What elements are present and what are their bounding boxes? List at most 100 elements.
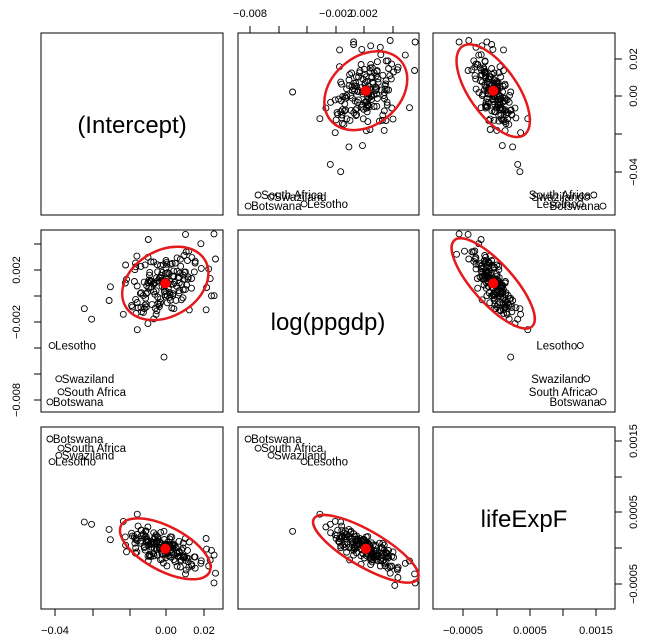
data-point <box>137 262 145 270</box>
data-point <box>210 579 218 587</box>
point-label: South Africa <box>261 190 324 202</box>
data-point <box>142 303 150 311</box>
data-point <box>495 100 502 108</box>
point-label: Swaziland <box>62 374 114 386</box>
data-point <box>376 539 383 547</box>
data-point <box>488 107 496 115</box>
data-point <box>188 275 196 282</box>
data-point <box>367 42 375 50</box>
data-point-lesotho <box>48 342 56 350</box>
tick-label: 0.02 <box>193 625 214 637</box>
data-point <box>350 38 358 46</box>
data-point <box>495 266 503 274</box>
tick-label: 0.002 <box>350 8 378 20</box>
data-point <box>388 552 396 560</box>
tick-label: 0.0005 <box>628 495 640 529</box>
data-point <box>179 294 187 302</box>
data-point <box>472 254 480 262</box>
data-point <box>341 543 349 551</box>
data-point <box>105 525 113 533</box>
data-point <box>373 58 381 66</box>
confidence-ellipse <box>118 517 212 581</box>
data-point <box>495 262 503 270</box>
data-point <box>157 261 164 269</box>
data-point <box>338 120 346 128</box>
axis-bottom-intercept: −0.04 0.00 0.02 <box>41 608 215 637</box>
data-point-botswana <box>46 398 54 406</box>
data-point-south-africa <box>590 191 598 199</box>
data-point <box>160 527 168 535</box>
data-point <box>212 255 219 263</box>
data-point <box>150 552 158 560</box>
axis-top-ppgdp: −0.008 −0.002 0.002 <box>233 8 394 34</box>
data-point <box>379 539 387 547</box>
data-point <box>346 71 354 79</box>
data-point <box>385 65 393 72</box>
data-point <box>197 240 205 248</box>
data-point <box>401 51 409 59</box>
tick-label: −0.0005 <box>443 625 483 637</box>
data-point <box>505 98 513 106</box>
data-point <box>343 531 351 538</box>
data-point <box>122 261 130 269</box>
data-point <box>137 532 145 540</box>
point-label: Botswana <box>53 397 104 409</box>
data-point <box>511 104 519 112</box>
data-point <box>503 310 511 318</box>
data-point <box>499 67 507 75</box>
data-point <box>123 548 130 556</box>
data-point <box>491 291 499 299</box>
data-point <box>464 230 472 238</box>
data-point <box>514 160 522 168</box>
data-point <box>455 230 463 238</box>
data-point <box>368 96 375 103</box>
data-point <box>140 305 148 313</box>
data-point <box>512 114 520 122</box>
data-point <box>203 545 211 553</box>
data-point <box>331 129 339 137</box>
data-point <box>355 537 363 545</box>
data-point <box>351 543 359 551</box>
data-point <box>478 275 486 283</box>
data-point <box>208 292 215 300</box>
data-point <box>182 230 189 238</box>
data-point <box>147 553 155 561</box>
data-point <box>345 82 353 90</box>
data-point <box>474 284 482 292</box>
data-point <box>153 274 160 282</box>
data-point <box>358 45 366 53</box>
data-point <box>343 92 351 99</box>
data-point <box>389 115 397 123</box>
data-point <box>182 566 190 574</box>
data-point <box>337 168 345 176</box>
confidence-ellipse <box>323 50 409 132</box>
data-point <box>88 520 96 528</box>
axis-bottom-lifeexpf: −0.0005 0.0005 0.0015 <box>443 608 613 637</box>
data-point <box>155 301 163 309</box>
point-label: Lesotho <box>307 457 348 469</box>
data-point <box>352 73 360 81</box>
data-point <box>337 544 345 552</box>
point-label: Lesotho <box>536 341 577 353</box>
panel-lifeexpf-vs-ppgdp <box>432 229 616 413</box>
data-point <box>182 570 189 578</box>
data-point <box>394 574 402 581</box>
data-point <box>133 282 141 290</box>
data-point <box>471 72 479 80</box>
data-point <box>468 66 476 74</box>
data-point <box>372 547 380 555</box>
data-point <box>363 108 371 116</box>
data-point-botswana <box>46 435 54 443</box>
data-point <box>353 111 361 119</box>
data-point-lesotho <box>300 458 308 466</box>
data-point <box>361 79 369 87</box>
data-point <box>512 304 520 312</box>
data-point-swaziland <box>55 375 63 383</box>
axis-right-lifeexpf: −0.0005 0.0005 0.0015 <box>614 424 640 604</box>
data-point <box>394 63 402 71</box>
data-point <box>142 527 150 535</box>
data-point <box>337 518 345 526</box>
data-point <box>345 143 353 151</box>
data-point <box>455 38 463 46</box>
data-point <box>514 315 522 323</box>
